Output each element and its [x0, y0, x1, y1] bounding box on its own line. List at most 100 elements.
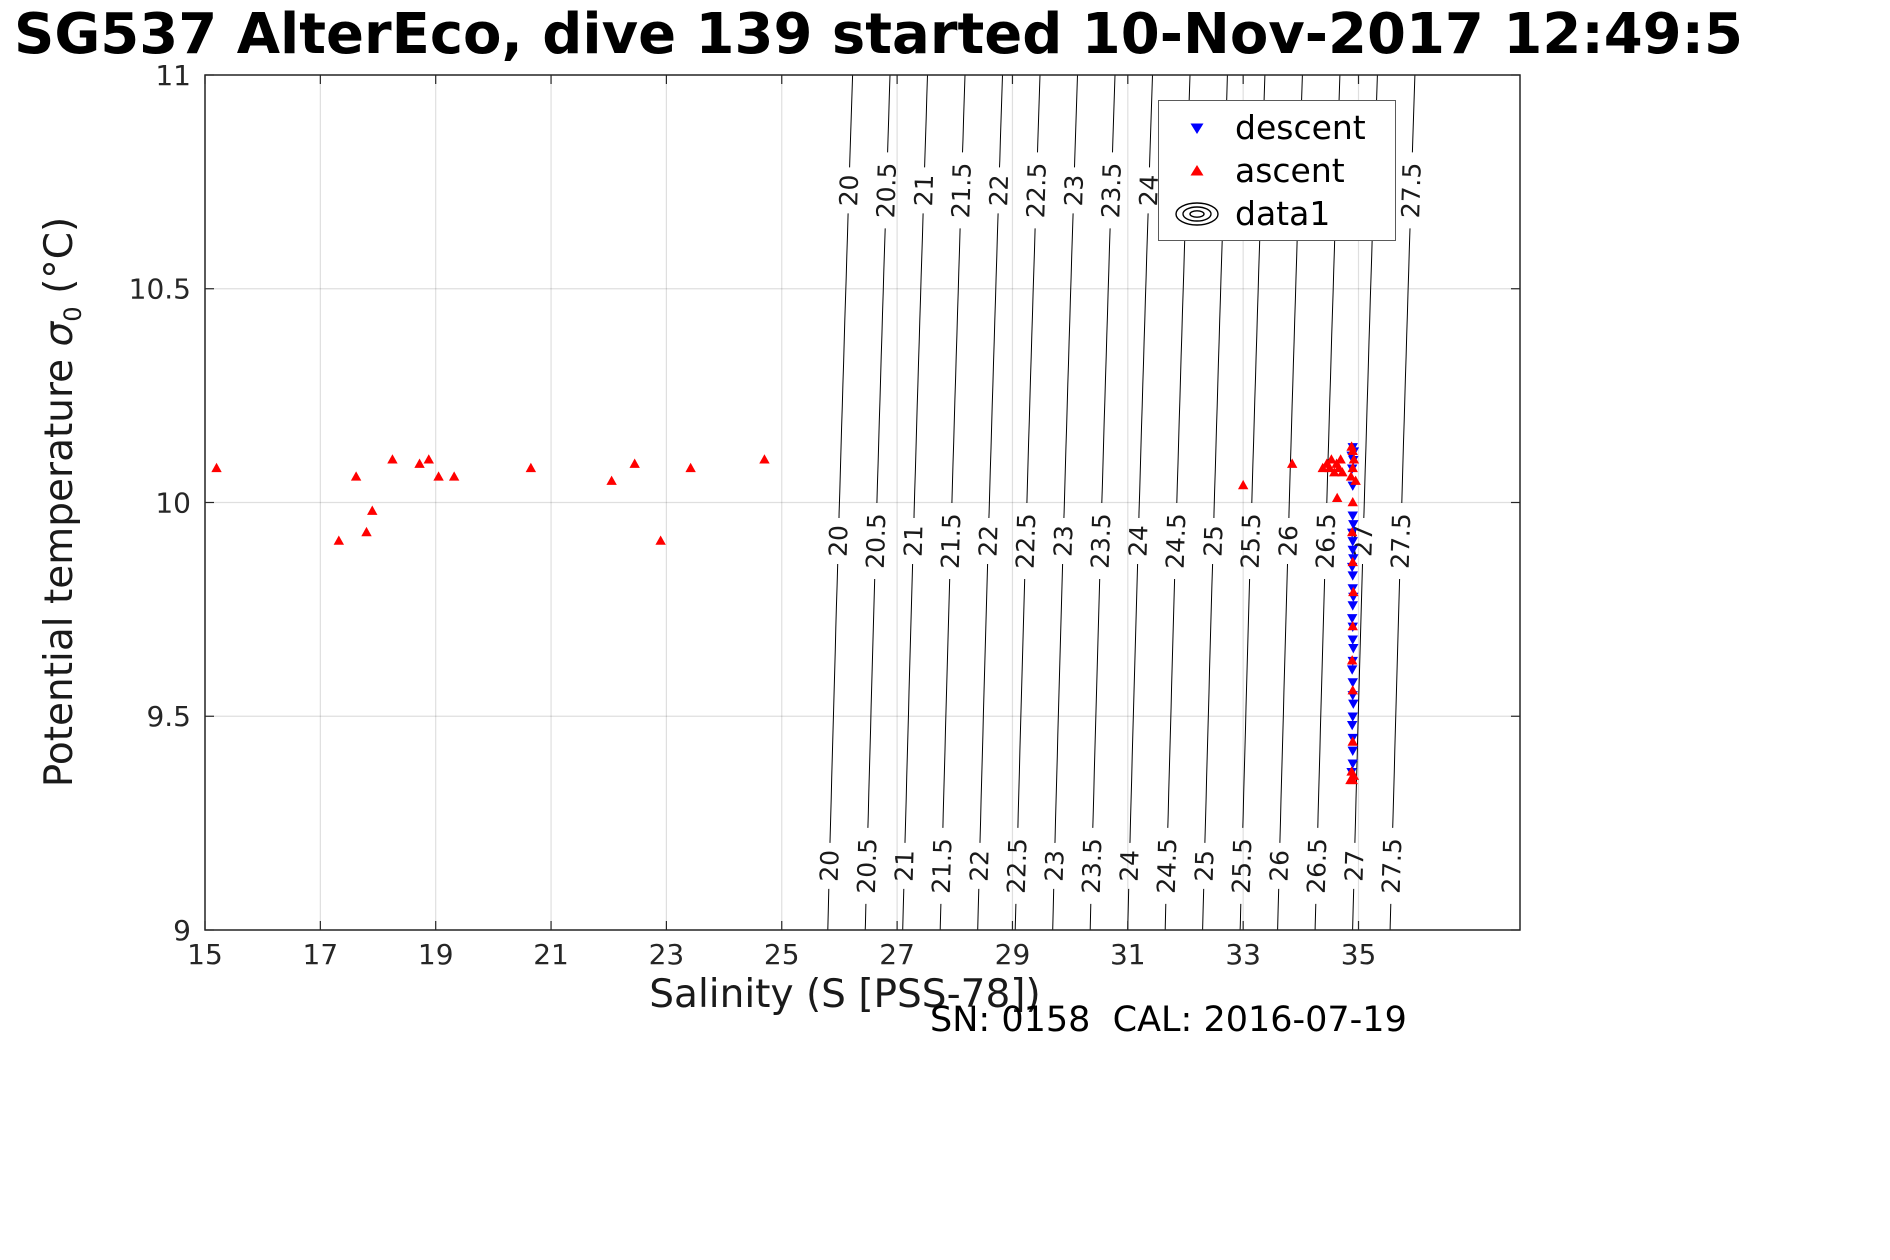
- x-tick-label: 25: [764, 938, 800, 971]
- x-tick-label: 31: [1110, 938, 1146, 971]
- ascent-marker: [629, 458, 640, 468]
- contour-line: [1213, 213, 1224, 519]
- legend-item-descent: descent: [1159, 106, 1395, 149]
- contour-line: [942, 578, 951, 828]
- ascent-marker: [759, 454, 770, 464]
- contour-label: 23.5: [1096, 162, 1127, 219]
- contour-line: [1089, 903, 1092, 931]
- contour-label: 24: [1115, 850, 1145, 883]
- contour-line: [887, 74, 891, 153]
- ascent-marker: [606, 475, 617, 485]
- legend-label-ascent: ascent: [1235, 151, 1345, 190]
- legend-item-data1: data1: [1159, 192, 1395, 235]
- contour-line: [876, 228, 886, 504]
- ascent-marker: [1347, 620, 1358, 631]
- descent-marker: [1347, 746, 1358, 756]
- ascent-marker: [525, 462, 537, 473]
- contour-line: [1092, 578, 1101, 828]
- contour-line: [1052, 888, 1055, 931]
- contour-line: [1074, 74, 1078, 168]
- contour-line: [1239, 903, 1242, 931]
- ascent-marker: [1346, 655, 1358, 665]
- ascent-marker: [1348, 586, 1359, 597]
- contour-line: [1164, 903, 1167, 931]
- x-tick-label: 17: [303, 938, 339, 971]
- contour-label: 25: [1198, 525, 1228, 558]
- contour-label: 20: [834, 174, 864, 207]
- ascent-marker: [1347, 736, 1358, 746]
- contour-line: [1149, 74, 1153, 168]
- contour-line: [1204, 563, 1214, 843]
- ascent-marker: [1331, 492, 1343, 503]
- contour-line: [1129, 563, 1139, 843]
- contour-line: [999, 74, 1003, 168]
- x-axis-label: Salinity (S [PSS-78]): [649, 972, 1041, 1017]
- contour-line: [1326, 228, 1336, 504]
- ascent-marker: [1237, 479, 1249, 490]
- descent-marker: [1347, 678, 1358, 688]
- descent-marker: [1347, 635, 1358, 645]
- descent-marker: [1347, 601, 1358, 611]
- contour-line: [902, 888, 905, 931]
- x-tick-label: 27: [879, 938, 915, 971]
- contour-line: [1026, 228, 1036, 504]
- ascent-marker: [433, 471, 444, 481]
- x-tick-label: 35: [1341, 938, 1377, 971]
- contour-line: [849, 74, 854, 168]
- contour-label: 21.5: [927, 838, 958, 895]
- sigma-subscript: 0: [58, 306, 87, 322]
- descent-marker: [1348, 699, 1359, 709]
- contour-label: 23: [1049, 525, 1079, 558]
- contour-label: 21.5: [946, 162, 977, 219]
- contour-line: [1389, 903, 1392, 931]
- legend-item-ascent: ascent: [1159, 149, 1395, 192]
- y-tick-label: 10: [155, 486, 191, 519]
- descent-marker: [1346, 614, 1358, 624]
- contour-label: 27.5: [1386, 513, 1417, 570]
- ascent-marker: [1347, 774, 1358, 785]
- contour-label: 20.5: [852, 838, 883, 895]
- contour-line: [864, 903, 867, 931]
- contour-line: [1138, 213, 1149, 519]
- contour-label: 23.5: [1086, 513, 1117, 570]
- y-axis-label-unit: (°C): [37, 216, 83, 307]
- contour-line: [1176, 228, 1186, 504]
- contour-line: [904, 563, 914, 843]
- descent-marker: [1346, 665, 1358, 675]
- contour-label: 27: [1340, 850, 1370, 883]
- contour-line: [1112, 74, 1116, 153]
- contour-line: [1202, 888, 1205, 931]
- contour-label: 24.5: [1161, 513, 1192, 570]
- contour-label: 26.5: [1311, 513, 1342, 570]
- contour-line: [1314, 903, 1317, 931]
- contour-line: [1251, 228, 1261, 504]
- contour-line: [829, 563, 839, 843]
- contour-line: [1017, 578, 1026, 828]
- legend-label-descent: descent: [1235, 108, 1366, 147]
- plot-border: [204, 74, 1521, 931]
- contour-label: 21: [909, 174, 939, 207]
- ascent-marker: [423, 454, 434, 464]
- ascent-marker: [1346, 526, 1358, 537]
- y-tick-label: 9: [173, 914, 191, 947]
- triangle-down-icon: [1159, 113, 1235, 143]
- x-tick-label: 15: [187, 938, 223, 971]
- ascent-marker: [1347, 556, 1358, 567]
- contour-line: [1354, 563, 1363, 843]
- ascent-marker: [350, 471, 362, 481]
- contour-label: 24: [1124, 525, 1154, 558]
- x-tick-label: 23: [649, 938, 685, 971]
- contour-label: 20: [824, 525, 854, 558]
- ascent-marker: [361, 526, 372, 537]
- ascent-marker: [1324, 462, 1335, 473]
- contour-line: [1037, 74, 1041, 153]
- contour-label: 22: [974, 525, 1004, 558]
- contour-label: 26: [1273, 525, 1303, 558]
- y-tick-label: 10.5: [129, 273, 191, 306]
- contour-label: 23.5: [1077, 838, 1108, 895]
- legend-label-data1: data1: [1235, 194, 1331, 233]
- contour-label: 20.5: [871, 162, 902, 219]
- contour-label: 22.5: [1011, 513, 1042, 570]
- descent-marker: [1348, 644, 1359, 654]
- ascent-marker: [414, 458, 425, 468]
